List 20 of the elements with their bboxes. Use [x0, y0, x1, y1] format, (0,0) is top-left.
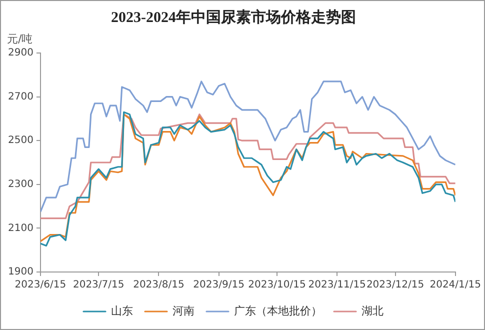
- legend-label: 河南: [172, 304, 194, 318]
- y-axis-title: 元/吨: [7, 32, 33, 46]
- x-tick-label: 2023/10/15: [248, 280, 306, 291]
- y-tick-label: 2300: [8, 178, 34, 190]
- x-tick-label: 2023/8/15: [133, 280, 184, 291]
- legend-label: 广东（本地批价）: [234, 304, 322, 318]
- y-tick-label: 2900: [8, 48, 34, 59]
- x-tick-label: 2023/11/15: [308, 280, 366, 291]
- x-tick-label: 2023/12/15: [366, 280, 424, 291]
- chart-title: 2023-2024年中国尿素市场价格走势图: [111, 8, 356, 26]
- x-tick-label: 2023/9/15: [193, 280, 244, 291]
- y-tick-label: 2700: [8, 91, 34, 102]
- x-tick-label: 2024/1/15: [430, 280, 482, 291]
- y-tick-label: 1900: [8, 266, 34, 278]
- legend-label: 山东: [111, 304, 133, 318]
- y-tick-label: 2100: [8, 222, 34, 234]
- x-tick-label: 2023/6/15: [14, 280, 66, 291]
- x-tick-label: 2023/7/15: [72, 280, 124, 291]
- y-tick-label: 2500: [8, 135, 34, 146]
- legend-label: 湖北: [362, 304, 384, 318]
